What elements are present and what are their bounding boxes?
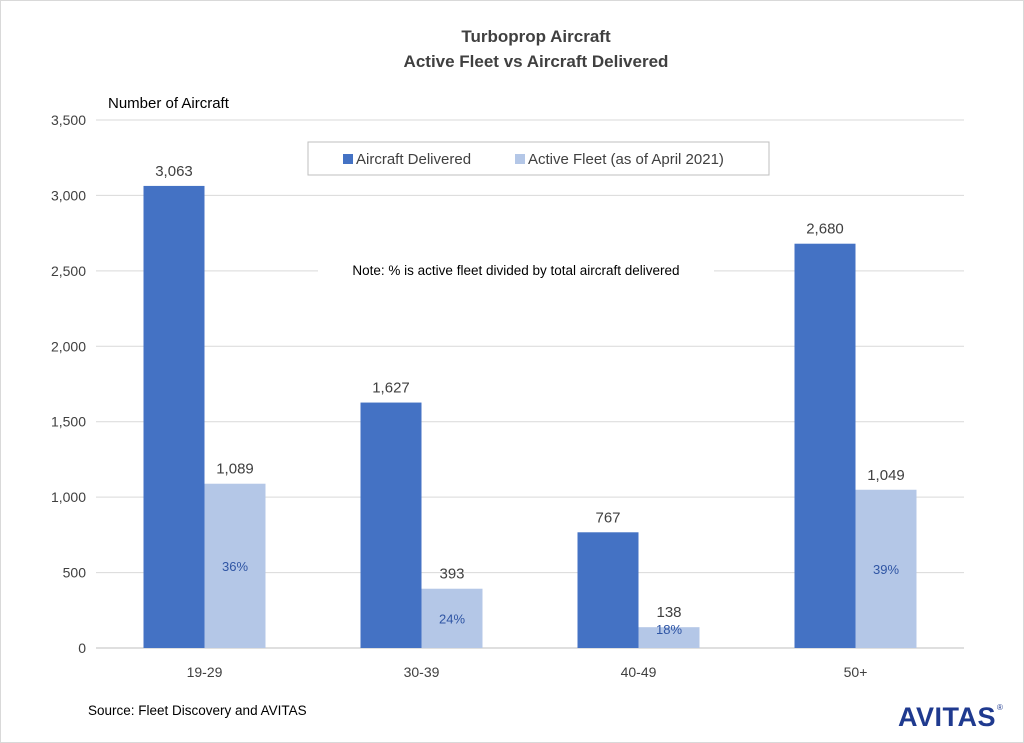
y-tick-label: 0 <box>78 640 86 656</box>
legend-box <box>307 141 770 176</box>
bar-active-fleet <box>855 489 917 648</box>
data-label: 767 <box>595 509 620 526</box>
data-label: 1,089 <box>216 461 254 478</box>
x-category-label: 40-49 <box>621 664 657 680</box>
data-label: 1,627 <box>372 380 410 397</box>
bar-aircraft-delivered <box>360 402 422 648</box>
bar-aircraft-delivered <box>794 243 856 648</box>
bar-active-fleet <box>421 588 483 648</box>
y-tick-label: 1,000 <box>51 489 86 505</box>
bar-aircraft-delivered <box>577 532 639 648</box>
legend-swatch-active-fleet <box>515 154 525 164</box>
data-label: 3,063 <box>155 163 193 180</box>
legend: Aircraft Delivered Active Fleet (as of A… <box>307 141 770 176</box>
y-axis-ticks: 0 500 1,000 1,500 2,000 2,500 3,000 3,500 <box>51 112 86 656</box>
y-tick-label: 2,500 <box>51 263 86 279</box>
percent-label: 36% <box>222 559 248 574</box>
x-category-label: 50+ <box>844 664 868 680</box>
data-label: 1,049 <box>867 467 905 484</box>
y-tick-label: 1,500 <box>51 414 86 430</box>
logo-registered-mark: ® <box>997 703 1003 712</box>
y-tick-label: 3,500 <box>51 112 86 128</box>
legend-label-aircraft-delivered: Aircraft Delivered <box>356 151 471 168</box>
y-axis-label: Number of Aircraft <box>108 95 230 112</box>
percent-label: 39% <box>873 562 899 577</box>
x-axis: 19-29 30-39 40-49 50+ <box>187 664 868 680</box>
percent-label: 24% <box>439 611 465 626</box>
data-label: 2,680 <box>806 221 844 238</box>
y-tick-label: 3,000 <box>51 187 86 203</box>
avitas-logo: AVITAS ® <box>898 702 1003 732</box>
source-note: Source: Fleet Discovery and AVITAS <box>88 703 307 718</box>
data-label: 138 <box>656 604 681 621</box>
bar-aircraft-delivered <box>143 185 205 649</box>
data-label: 393 <box>439 566 464 583</box>
chart-subtitle: Active Fleet vs Aircraft Delivered <box>404 52 669 71</box>
percent-label: 18% <box>656 622 682 637</box>
bar-active-fleet <box>638 627 700 648</box>
chart-title: Turboprop Aircraft <box>461 27 611 46</box>
y-tick-label: 500 <box>63 565 87 581</box>
note-background <box>318 258 714 282</box>
y-tick-label: 2,000 <box>51 338 86 354</box>
chart-note: Note: % is active fleet divided by total… <box>352 263 679 278</box>
legend-swatch-aircraft-delivered <box>343 154 353 164</box>
x-category-label: 19-29 <box>187 664 223 680</box>
x-category-label: 30-39 <box>404 664 440 680</box>
legend-label-active-fleet: Active Fleet (as of April 2021) <box>528 151 724 168</box>
logo-text: AVITAS <box>898 702 996 732</box>
bar-active-fleet <box>204 483 266 648</box>
